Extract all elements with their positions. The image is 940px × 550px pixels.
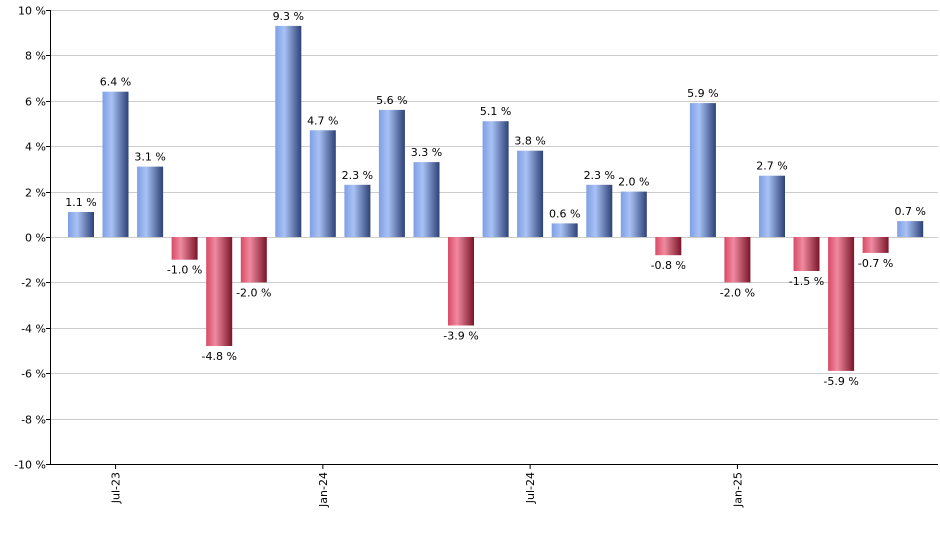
bar (897, 221, 924, 237)
bar (724, 237, 751, 283)
data-label: 3.1 % (134, 151, 165, 164)
data-label: 3.8 % (514, 135, 545, 148)
bar (551, 223, 578, 237)
data-label: 9.3 % (273, 10, 304, 23)
data-label: -1.0 % (167, 264, 202, 277)
bar (448, 237, 474, 326)
data-label: 5.6 % (376, 94, 407, 107)
bar (862, 237, 889, 253)
data-label: -0.7 % (858, 257, 893, 270)
bar (344, 184, 371, 237)
data-label: 4.7 % (307, 114, 338, 127)
y-tick-label: -6 % (21, 368, 46, 381)
data-labels: 1.1 % 6.4 % 3.1 % -1.0 % -4.8 % -2.0 % 9.3 % 4.… (65, 10, 926, 388)
x-tick-label: Jan-24 (317, 472, 330, 508)
data-label: 6.4 % (100, 76, 131, 89)
data-label: -5.9 % (823, 375, 858, 388)
bar (309, 130, 336, 237)
bar (586, 184, 613, 237)
x-tick-label: Jan-25 (731, 472, 744, 508)
bar (517, 150, 544, 237)
y-tick-label: 2 % (25, 187, 46, 200)
bar (793, 237, 820, 271)
y-tick-label: -10 % (14, 459, 46, 472)
bar (482, 121, 509, 237)
x-tick-label: Jul-24 (524, 472, 537, 504)
bar (828, 237, 855, 371)
data-label: -3.9 % (443, 330, 478, 343)
data-label: -0.8 % (651, 259, 686, 272)
bar (759, 175, 785, 237)
y-tick-label: 4 % (25, 141, 46, 154)
data-label: 0.7 % (894, 205, 925, 218)
bar (240, 237, 267, 283)
y-tick-label: -8 % (21, 414, 46, 427)
x-tick-label: Jul-23 (110, 472, 123, 504)
bar (137, 166, 164, 237)
data-label: -2.0 % (236, 286, 271, 299)
data-label: 2.3 % (584, 169, 615, 182)
bar (655, 237, 682, 256)
data-label: 5.9 % (687, 87, 718, 100)
data-label: 0.6 % (549, 207, 580, 220)
y-axis-ticks: 10 % 8 % 6 % 4 % 2 % 0 % -2 % -4 % -6 % -8 % -10 % (14, 5, 50, 472)
y-tick-label: 10 % (18, 5, 46, 18)
data-label: 3.3 % (411, 146, 442, 159)
bars (68, 25, 924, 371)
y-tick-label: -4 % (21, 323, 46, 336)
y-tick-label: 6 % (25, 96, 46, 109)
axes (50, 10, 938, 465)
bar (413, 162, 440, 237)
data-label: 5.1 % (480, 105, 511, 118)
data-label: -2.0 % (720, 286, 755, 299)
bar (68, 212, 94, 237)
data-label: -1.5 % (789, 275, 824, 288)
data-label: 2.0 % (618, 176, 649, 189)
y-tick-label: 0 % (25, 232, 46, 245)
y-tick-label: 8 % (25, 50, 46, 63)
bar (171, 237, 198, 260)
data-label: 2.3 % (342, 169, 373, 182)
bar (378, 109, 405, 237)
bar (275, 25, 302, 238)
data-label: 1.1 % (65, 196, 96, 209)
data-label: 2.7 % (756, 160, 787, 173)
x-axis-ticks: Jul-23 Jan-24 Jul-24 Jan-25 (110, 464, 744, 508)
y-tick-label: -2 % (21, 277, 46, 290)
bar (206, 237, 233, 346)
data-label: -4.8 % (201, 350, 236, 363)
bar (102, 91, 129, 237)
bar (620, 191, 647, 237)
bar (689, 103, 716, 237)
